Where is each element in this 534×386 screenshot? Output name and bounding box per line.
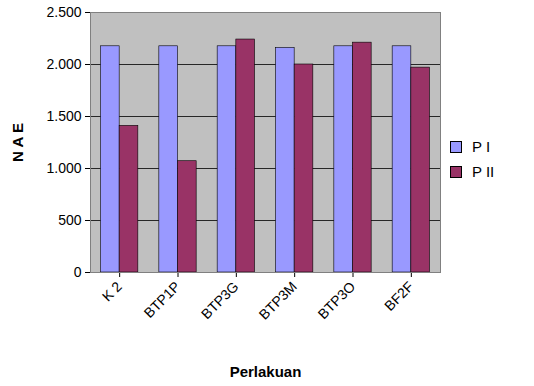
svg-text:N A E: N A E: [9, 123, 26, 162]
svg-text:BF2F: BF2F: [381, 278, 417, 314]
svg-text:1.500: 1.500: [46, 108, 81, 124]
svg-text:K 2: K 2: [99, 278, 125, 304]
svg-text:BTP3G: BTP3G: [198, 278, 242, 322]
svg-text:BTP3M: BTP3M: [256, 278, 300, 322]
svg-text:BTP3O: BTP3O: [315, 278, 359, 322]
svg-text:2.000: 2.000: [46, 56, 81, 72]
svg-text:500: 500: [58, 212, 82, 228]
svg-text:0: 0: [74, 264, 82, 280]
html-text:P I: P I: [472, 138, 491, 155]
svg-text:Perlakuan: Perlakuan: [230, 363, 302, 380]
svg-text:2.500: 2.500: [46, 4, 81, 20]
svg-text:BTP1P: BTP1P: [141, 278, 184, 321]
html-text:P II: P II: [472, 163, 495, 180]
svg-text:1.000: 1.000: [46, 160, 81, 176]
